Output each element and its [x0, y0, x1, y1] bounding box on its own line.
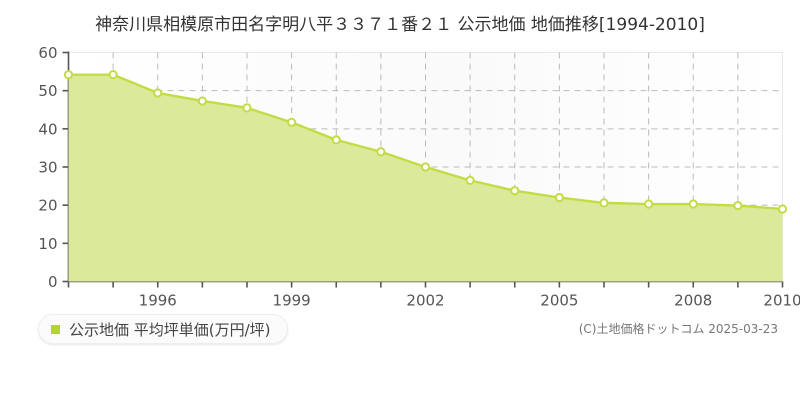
x-tick-label-2002: 2002 [406, 292, 444, 310]
y-tick-label-40: 40 [38, 120, 57, 138]
data-point-2006 [599, 198, 609, 208]
data-point-2002 [420, 162, 431, 172]
y-tick-label-30: 30 [38, 159, 57, 177]
y-tick-label-10: 10 [38, 235, 57, 253]
data-point-1997 [197, 96, 207, 106]
y-axis-labels: 0 10 20 30 40 50 60 [38, 44, 57, 291]
x-tick-label-1999: 1999 [273, 292, 311, 310]
x-tick-label-2008: 2008 [674, 292, 712, 310]
data-point-1995 [108, 70, 118, 80]
data-point-2010 [777, 204, 788, 214]
y-tick-label-0: 0 [48, 273, 58, 291]
data-point-markers [63, 70, 788, 214]
data-point-2004 [510, 186, 520, 196]
area-fill [68, 74, 783, 282]
data-point-2007 [644, 199, 654, 209]
chart-legend: 公示地価 平均坪単価(万円/坪) [38, 314, 288, 344]
data-point-2008 [688, 199, 698, 209]
x-axis-labels: 1996 1999 2002 2005 2008 2010 [139, 292, 800, 310]
y-tick-label-50: 50 [38, 82, 57, 100]
x-tick-label-2010: 2010 [763, 292, 800, 310]
data-point-2001 [376, 147, 386, 157]
data-point-1996 [153, 88, 163, 98]
data-point-1994 [63, 70, 74, 80]
legend-label: 公示地価 平均坪単価(万円/坪) [69, 320, 271, 339]
axis-ticks [62, 51, 784, 288]
data-point-2003 [465, 175, 475, 185]
y-tick-label-20: 20 [38, 197, 57, 215]
copyright-credit: (C)土地価格ドットコム 2025-03-23 [578, 322, 778, 336]
y-tick-label-60: 60 [38, 44, 57, 62]
data-point-2000 [331, 135, 341, 145]
legend-color-swatch [51, 324, 60, 334]
data-point-2005 [554, 192, 564, 203]
data-point-2009 [733, 200, 743, 211]
data-point-1998 [242, 103, 252, 113]
x-tick-label-2005: 2005 [540, 292, 578, 310]
chart-title: 神奈川県相模原市田名字明八平３３７１番２１ 公示地価 地価推移[1994-201… [95, 15, 705, 35]
data-point-1999 [287, 117, 297, 127]
x-tick-label-1996: 1996 [139, 292, 177, 310]
